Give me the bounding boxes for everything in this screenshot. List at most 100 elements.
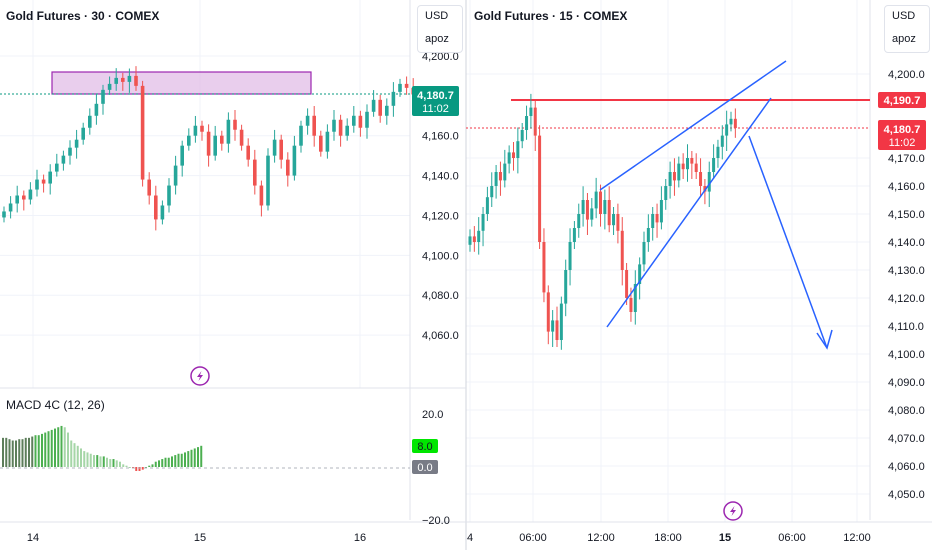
right-currency-selector[interactable] (884, 5, 930, 53)
candle-body (312, 115, 316, 136)
candle-body (725, 124, 729, 136)
candle-body (48, 171, 52, 184)
candle-body (733, 118, 737, 129)
y-tick-label: 4,200.0 (422, 51, 459, 63)
lightning-bolt-icon[interactable] (723, 501, 743, 521)
macd-bar (106, 457, 108, 467)
macd-bar (193, 448, 196, 467)
candle-body (299, 125, 303, 146)
x-tick-label: 12:00 (843, 532, 871, 544)
macd-bar (73, 443, 76, 467)
projection-arrow-line[interactable] (748, 135, 828, 349)
macd-bar (86, 452, 89, 467)
candle-body (638, 264, 642, 284)
y-tick-label: 4,070.0 (888, 433, 925, 445)
macd-bar (96, 455, 99, 467)
right-grid (466, 0, 870, 522)
candle-body (338, 119, 343, 136)
macd-zero-value: 0.0 (417, 462, 432, 474)
candle-body (404, 83, 409, 88)
candle-body (538, 135, 542, 242)
macd-bar (148, 465, 151, 467)
candle-body (233, 119, 237, 130)
y-tick-label: 4,130.0 (888, 265, 925, 277)
macd-bar (112, 459, 115, 467)
y-tick-label: 4,060.0 (888, 461, 925, 473)
y-tick-label: 4,080.0 (422, 290, 459, 302)
candle-body (319, 135, 323, 152)
y-tick-label: 4,110.0 (888, 321, 924, 333)
candle-body (61, 155, 66, 164)
candle-body (259, 185, 264, 206)
macd-bar (102, 456, 105, 467)
left-chart-title: Gold Futures · 30 · COMEX (6, 9, 160, 23)
candle-body (127, 75, 132, 82)
macd-bar (8, 439, 11, 467)
left-price-tag: 4,180.7 11:02 (412, 86, 459, 116)
y-tick-label: 4,170.0 (888, 153, 925, 165)
wedge-upper-trendline[interactable] (599, 60, 787, 191)
candle-body (391, 91, 396, 106)
candle-body (114, 77, 118, 84)
y-tick-label: 4,160.0 (422, 131, 459, 143)
macd-bar (24, 437, 27, 467)
macd-bar (99, 456, 102, 467)
candle-body (498, 172, 502, 181)
right-chart-title: Gold Futures · 15 · COMEX (474, 9, 628, 23)
macd-bar (174, 455, 177, 467)
candle-body (572, 228, 576, 242)
candle-body (187, 135, 191, 146)
candle-body (512, 152, 515, 158)
macd-bar (167, 457, 170, 467)
macd-bar (171, 456, 173, 467)
macd-bar (5, 437, 8, 467)
macd-indicator-label[interactable]: MACD 4C (12, 26) (6, 398, 105, 412)
candle-body (707, 172, 711, 192)
left-currency[interactable]: USD (425, 10, 449, 22)
candle-body (525, 116, 529, 130)
candle-body (28, 189, 33, 200)
right-currency[interactable]: USD (892, 10, 916, 22)
right-candles (468, 93, 737, 350)
macd-bar (187, 451, 190, 467)
macd-bar (57, 427, 60, 467)
left-price-tag-value: 4,180.7 (417, 90, 454, 102)
x-tick-label: 4 (467, 532, 473, 544)
candle-body (485, 197, 489, 214)
lightning-bolt-icon[interactable] (190, 366, 210, 386)
macd-bar (93, 455, 95, 467)
candle-body (503, 163, 507, 181)
candle-body (305, 115, 310, 126)
left-user: apoz (425, 33, 449, 45)
candle-body (358, 115, 363, 128)
candle-body (2, 211, 6, 218)
candle-body (720, 135, 724, 147)
macd-tick-label: −20.0 (422, 515, 450, 527)
candle-body (651, 214, 655, 228)
candle-body (121, 77, 125, 82)
y-tick-label: 4,060.0 (422, 330, 459, 342)
right-price-axis[interactable]: 4,050.0 4,060.0 4,070.0 4,080.0 4,090.0 4,100… (888, 69, 925, 501)
candle-body (292, 145, 297, 176)
candle-body (200, 125, 204, 132)
candle-body (472, 236, 476, 242)
left-time-axis[interactable]: 14 15 16 (27, 532, 366, 544)
left-price-axis[interactable]: 4,060.0 4,080.0 4,100.0 4,120.0 4,140.0 4,160… (422, 51, 459, 342)
left-grid (0, 0, 410, 388)
y-tick-label: 4,050.0 (888, 489, 925, 501)
candle-body (140, 85, 145, 180)
left-currency-selector[interactable] (417, 5, 463, 53)
left-candles (2, 66, 415, 231)
macd-bar (125, 465, 128, 467)
y-tick-label: 4,150.0 (888, 209, 925, 221)
candle-body (345, 125, 349, 136)
macd-histogram (2, 425, 203, 471)
macd-axis[interactable]: −20.0 20.0 (422, 409, 450, 527)
candle-body (41, 179, 46, 184)
wedge-lower-trendline[interactable] (606, 97, 772, 328)
x-tick-label: 15 (194, 532, 206, 544)
resistance-zone[interactable] (51, 71, 312, 95)
right-time-axis[interactable]: 4 06:00 12:00 18:00 15 06:00 12:00 (467, 532, 871, 544)
